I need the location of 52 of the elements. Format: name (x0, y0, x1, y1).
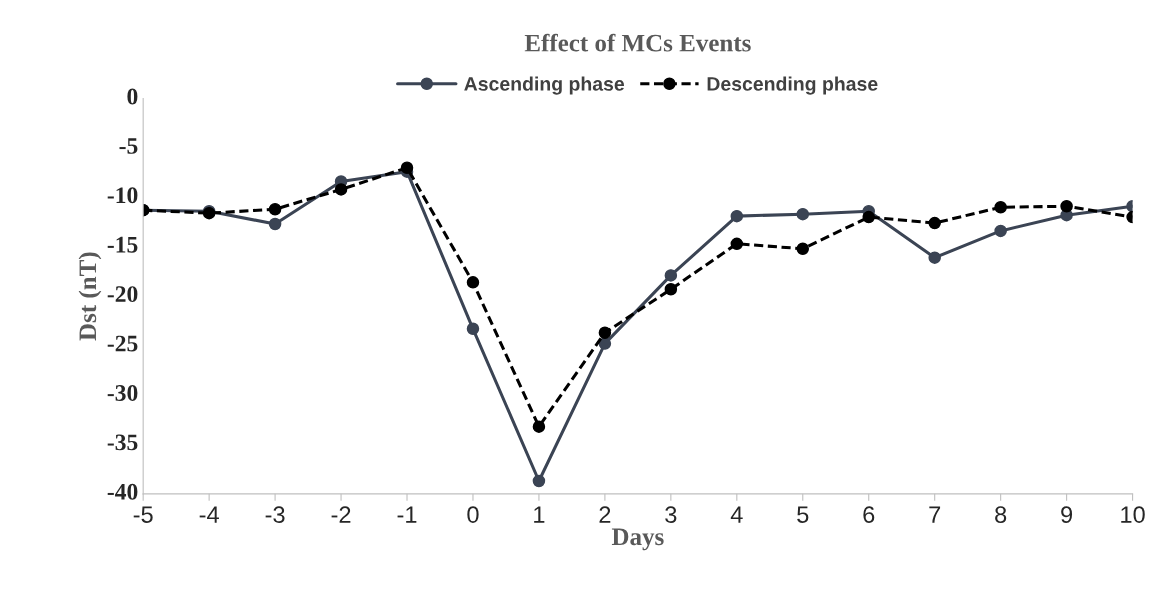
point (466, 322, 480, 336)
point (928, 216, 941, 230)
y-tick-label: -20 (107, 286, 138, 303)
x-tick-label: 2 (599, 506, 611, 523)
x-tick-label: 1 (534, 506, 545, 523)
y-tick-label: 0 (127, 88, 138, 105)
y-tick-label: -5 (119, 138, 138, 154)
point (994, 224, 1007, 238)
point (334, 183, 348, 196)
point (994, 200, 1007, 214)
x-tick-label: -1 (397, 506, 417, 523)
x-tick-label: -4 (199, 506, 219, 523)
point (1060, 199, 1073, 213)
point (796, 207, 810, 221)
point (532, 474, 546, 488)
point (268, 217, 282, 231)
x-tick-label: 6 (863, 506, 875, 523)
point (730, 209, 744, 223)
point (400, 161, 414, 174)
point (598, 337, 612, 350)
x-tick-label: 4 (730, 506, 743, 523)
point (664, 283, 678, 296)
point (598, 326, 612, 339)
chart-title: Effect of MCs Events (524, 33, 751, 52)
legend-label: Descending phase (707, 76, 878, 95)
y-tick-label: -40 (107, 483, 138, 500)
y-tick-label: -25 (107, 335, 138, 352)
point (664, 269, 678, 282)
x-tick-label: -5 (133, 506, 153, 523)
point (532, 420, 546, 433)
x-tick-label: -2 (331, 506, 351, 523)
x-tick-label: 3 (665, 506, 677, 523)
x-tick-label: 10 (1121, 506, 1145, 523)
y-tick-label: -10 (107, 187, 138, 204)
legend-label: Ascending phase (464, 76, 625, 95)
point (268, 202, 282, 216)
point (466, 276, 480, 289)
point (796, 242, 810, 255)
x-tick-label: -3 (265, 506, 285, 523)
y-axis-title: Dst (nT) (78, 252, 102, 341)
x-tick-label: 9 (1061, 506, 1073, 523)
x-tick-label: 5 (797, 506, 809, 523)
y-tick-label: -35 (107, 434, 138, 451)
x-tick-label: 8 (995, 506, 1007, 523)
y-tick-label: -15 (107, 236, 138, 253)
point (862, 210, 875, 224)
point (928, 251, 941, 264)
x-tick-label: 0 (467, 506, 479, 523)
y-tick-label: -30 (107, 384, 138, 401)
x-tick-label: 7 (929, 506, 941, 523)
x-axis-title: Days (611, 528, 664, 551)
point (730, 237, 744, 251)
